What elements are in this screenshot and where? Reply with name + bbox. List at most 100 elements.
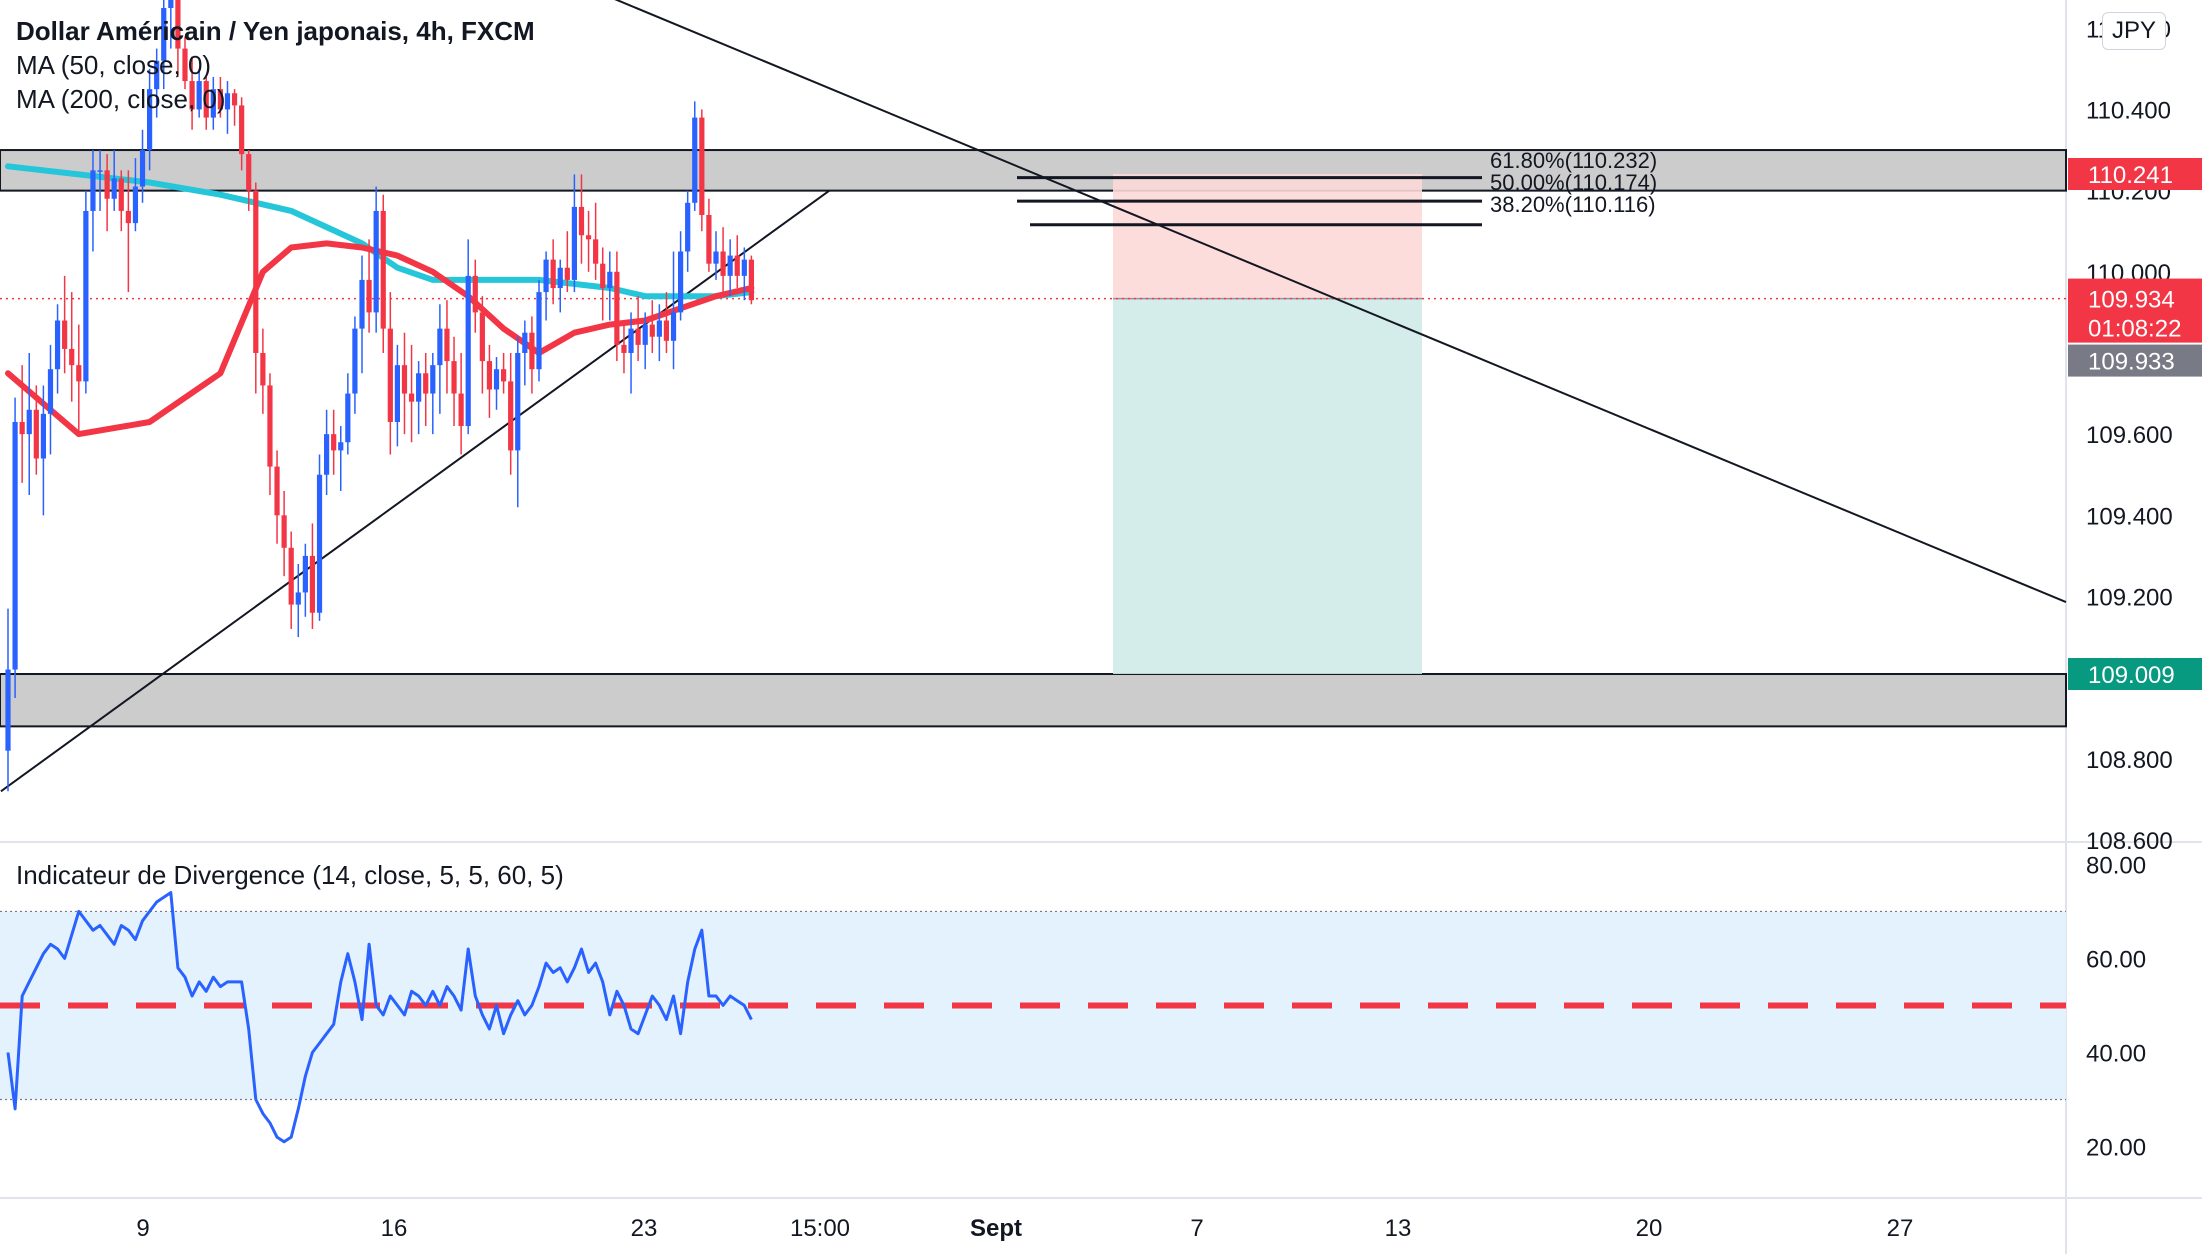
candle-body [550, 259, 556, 289]
candle-body [33, 409, 39, 459]
candle-body [416, 373, 422, 402]
target-price-tag: 109.009 [2088, 662, 2175, 689]
candle-body [578, 206, 585, 236]
candle-body [635, 328, 641, 345]
price-tick-label: 109.400 [2086, 503, 2173, 530]
time-tick-label: 9 [136, 1215, 149, 1242]
candle-body [451, 361, 457, 394]
candle-body [90, 170, 96, 211]
ma200-line [5, 163, 755, 300]
target-price-tag-bg [2068, 658, 2202, 691]
candle-body [175, 0, 181, 49]
candle-body [741, 259, 747, 276]
candle-body [571, 206, 577, 280]
symbol-title[interactable]: Dollar Américain / Yen japonais, 4h, FXC… [16, 16, 535, 46]
candle-body [423, 373, 429, 394]
stop-loss-area [1113, 173, 1422, 299]
take-profit-area [1113, 298, 1422, 675]
support-zone [0, 673, 2067, 728]
candle-body [493, 369, 500, 390]
last-price-tag-bg [2068, 278, 2202, 343]
candle-body [508, 381, 514, 451]
candle-body [125, 210, 131, 224]
candle-body [380, 210, 386, 329]
candle-body [338, 442, 344, 451]
candle-body [302, 555, 308, 593]
candle-body [479, 312, 485, 362]
candle-body [706, 214, 712, 264]
candle-body [281, 515, 287, 548]
candle-body [692, 117, 698, 203]
candle-body [748, 259, 754, 301]
ma200-legend[interactable]: MA (200, close, 0) [16, 84, 226, 114]
prev-close-tag: 109.933 [2088, 349, 2175, 376]
candle-body [529, 332, 535, 370]
oscillator-layer [0, 891, 2066, 1144]
short-position-tool[interactable] [0, 173, 2066, 675]
candle-body [62, 320, 68, 349]
candle-body [274, 466, 280, 516]
trendline-layer[interactable] [0, 0, 2067, 793]
candle-body [501, 369, 507, 382]
candle-body [401, 365, 408, 394]
price-tick-label: 109.600 [2086, 422, 2173, 449]
candle-layer [5, 0, 754, 792]
fib-label-500: 50.00%(110.174) [1490, 170, 1657, 195]
oscillator-axis[interactable]: 80.00 60.00 40.00 20.00 [2086, 852, 2146, 1161]
time-axis[interactable]: 9 16 23 15:00 Sept 7 13 20 27 [136, 1215, 1913, 1242]
trendline-2 [614, 0, 1467, 354]
candle-body [345, 393, 351, 443]
candle-body [408, 393, 415, 402]
candle-body [147, 89, 153, 151]
candle-body [628, 328, 634, 353]
candle-body [309, 555, 316, 613]
candle-body [621, 344, 627, 353]
candle-body [585, 235, 592, 240]
candle-body [69, 348, 75, 366]
price-tick-label: 110.400 [2086, 97, 2171, 124]
candle-body [182, 48, 188, 82]
candle-body [331, 434, 337, 451]
candle-body [366, 279, 372, 313]
prev-close-tag-bg [2068, 344, 2202, 377]
candle-body [678, 251, 684, 313]
candle-body [54, 320, 61, 370]
candle-body [642, 324, 648, 345]
candle-body [593, 239, 599, 264]
candle-body [359, 279, 365, 329]
candle-body [189, 81, 195, 110]
candle-body [564, 267, 570, 280]
zone-layer [0, 149, 2067, 728]
candle-body [104, 170, 110, 199]
candle-body [246, 154, 252, 191]
candle-body [614, 271, 620, 345]
price-tick-label: 108.800 [2086, 747, 2173, 774]
candle-body [557, 267, 563, 289]
ma50-legend[interactable]: MA (50, close, 0) [16, 50, 212, 80]
candle-body [536, 292, 542, 370]
candle-body [5, 669, 11, 751]
resistance-price-tag-bg [2068, 157, 2202, 190]
candle-body [734, 255, 740, 276]
candle-body [76, 365, 82, 382]
candle-body [295, 592, 301, 605]
candle-body [472, 275, 478, 313]
candle-body [543, 259, 549, 293]
time-tick-label: 27 [1887, 1215, 1914, 1242]
candle-body [458, 393, 464, 427]
currency-button[interactable]: JPY [2102, 12, 2166, 50]
candle-body [373, 210, 379, 313]
last-price-tag: 109.934 [2088, 287, 2175, 314]
trendline-1 [0, 189, 830, 793]
time-tick-label: Sept [970, 1215, 1022, 1242]
oscillator-tick-label: 40.00 [2086, 1040, 2146, 1067]
candle-body [685, 202, 691, 252]
time-tick-label: 15:00 [790, 1215, 850, 1242]
candle-body [352, 328, 358, 394]
price-axis[interactable]: 110.400110.200110.000109.800109.600109.4… [2086, 16, 2173, 855]
fibonacci-retracement[interactable]: 61.80%(110.232)50.00%(110.174)38.20%(110… [1017, 148, 1657, 227]
oscillator-legend[interactable]: Indicateur de Divergence (14, close, 5, … [16, 860, 564, 890]
candle-body [196, 81, 202, 110]
